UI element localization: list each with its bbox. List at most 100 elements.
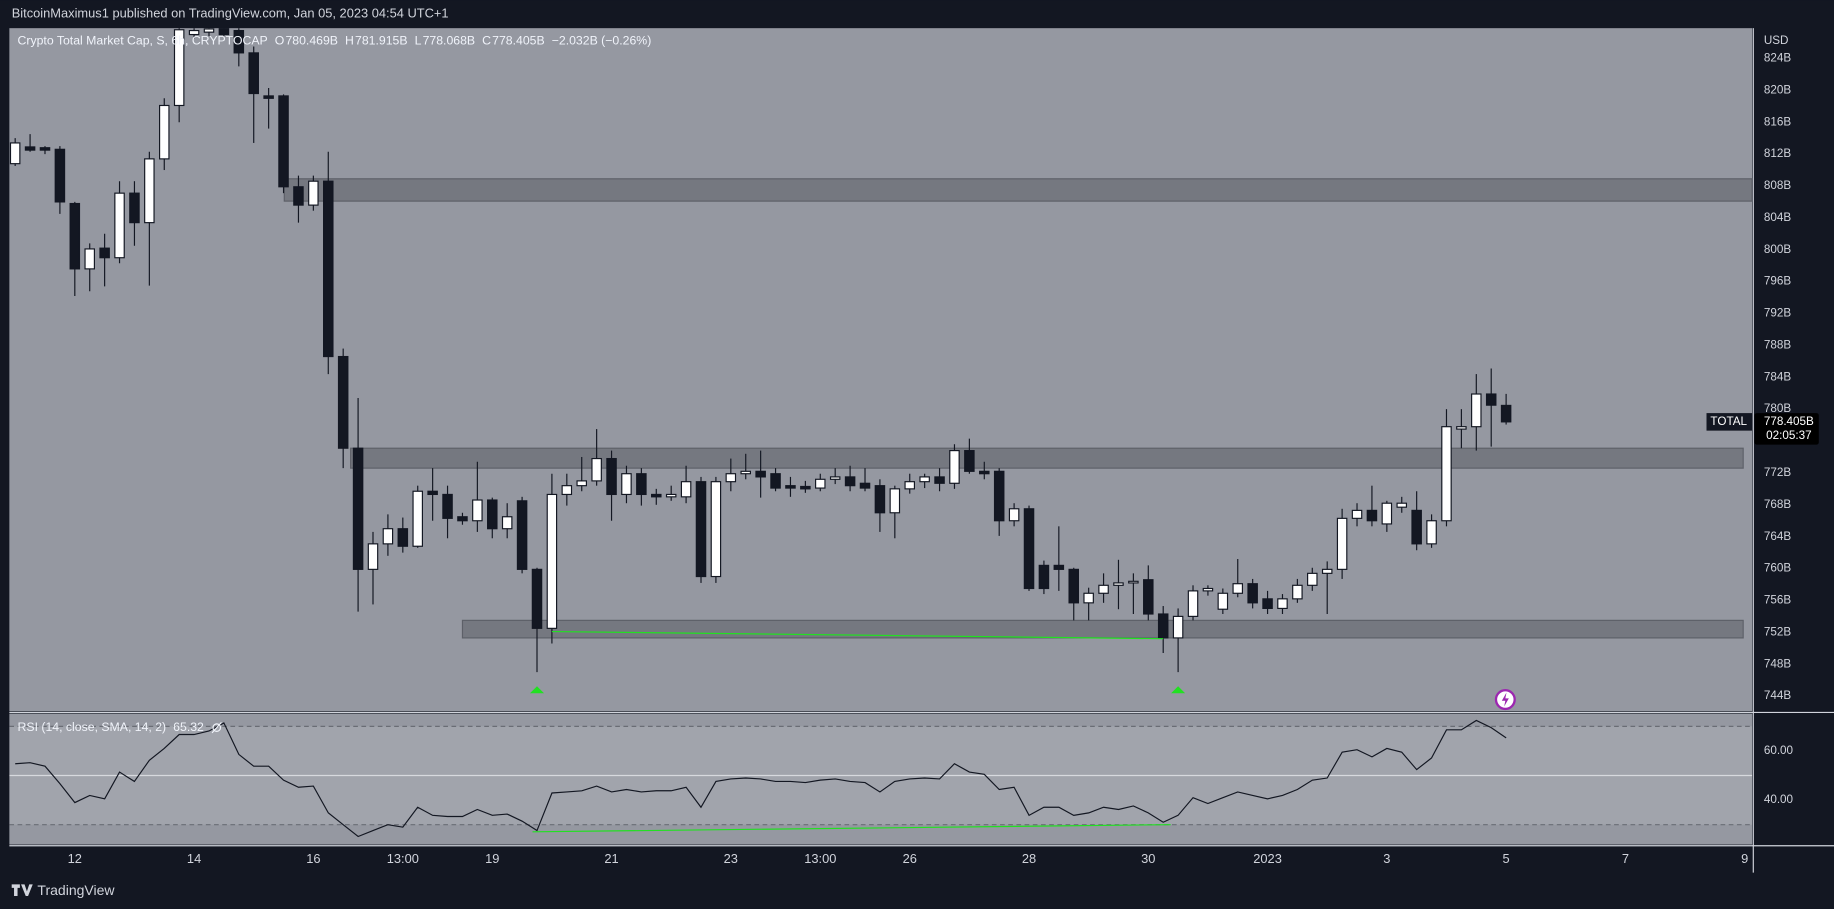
y-tick-label: 780B — [1764, 402, 1792, 415]
price-tag-bg — [1754, 413, 1819, 445]
y-tick-label: 760B — [1764, 562, 1792, 575]
candle-body — [1381, 502, 1393, 525]
y-tick-label: 796B — [1764, 275, 1792, 288]
icon-slash — [211, 721, 222, 734]
y-tick-label: 768B — [1764, 498, 1792, 511]
candle-body — [1456, 426, 1467, 430]
candle-body — [114, 192, 125, 259]
candle-body — [665, 493, 677, 498]
candle-body — [1307, 572, 1318, 586]
y-tick-label: 816B — [1764, 115, 1792, 128]
x-tick-label: 16 — [306, 851, 320, 866]
candle-body — [621, 473, 632, 496]
legend-field-value: 781.915B — [355, 33, 408, 47]
candle-body — [218, 28, 230, 36]
x-tick-label: 26 — [903, 851, 917, 866]
currency: USD — [1764, 34, 1789, 47]
x-tick-label: 28 — [1022, 851, 1036, 866]
symbol-tag: TOTAL — [1710, 415, 1747, 428]
price-tag: 778.405B — [1764, 415, 1814, 428]
candle-body — [367, 543, 379, 570]
candle-body — [651, 493, 662, 498]
candle-body — [1187, 590, 1199, 617]
candle-body — [352, 447, 364, 570]
candle-body — [1068, 568, 1080, 604]
rsi-plot — [9, 719, 1753, 838]
candle-body — [710, 481, 722, 578]
candle-body — [1336, 517, 1348, 570]
overlay: 744B748B752B756B760B764B768B772B776B780B… — [18, 33, 1819, 866]
candle-body — [1262, 598, 1273, 610]
candle-body — [323, 180, 334, 358]
x-tick-label: 13:00 — [387, 851, 419, 866]
candle-body — [382, 528, 394, 545]
candle-body — [993, 470, 1005, 522]
symbol-legend: Crypto Total Market Cap, S, 6h, CRYPTOCA… — [18, 33, 268, 47]
candle-body — [949, 450, 960, 484]
legend-field-label: H — [345, 33, 354, 47]
x-tick-label: 3 — [1383, 851, 1390, 866]
candle-body — [442, 493, 453, 519]
y-tick-label: 808B — [1764, 179, 1792, 192]
rsi-tick-label: 40.00 — [1764, 793, 1794, 806]
signal-marker — [1171, 686, 1186, 694]
candle-body — [531, 568, 543, 629]
candle-body — [636, 473, 647, 496]
y-tick-label: 824B — [1764, 52, 1792, 65]
candle-body — [1351, 509, 1363, 519]
symbol-tag-bg — [1706, 413, 1753, 431]
x-tick-label: 14 — [187, 851, 201, 866]
rsi-pane — [9, 713, 1753, 845]
candle-body — [397, 528, 409, 547]
y-tick-label: 800B — [1764, 243, 1792, 256]
candle-body — [1217, 592, 1229, 610]
legend-field-label: C — [482, 33, 491, 47]
y-tick-label: 804B — [1764, 211, 1792, 224]
candle-body — [695, 481, 707, 578]
candle-body — [785, 485, 796, 489]
candle-body — [1038, 564, 1050, 590]
y-tick-label: 792B — [1764, 307, 1792, 320]
candle-body — [680, 481, 692, 498]
candle-body — [979, 470, 990, 475]
candle-body — [337, 355, 349, 449]
y-tick-label: 752B — [1764, 625, 1792, 638]
legend-field-value: 778.068B — [423, 33, 476, 47]
candle-body — [844, 476, 856, 487]
candle-body — [516, 500, 528, 570]
candle-body — [457, 516, 468, 522]
y-tick-label: 764B — [1764, 530, 1792, 543]
footer-logo — [11, 884, 33, 897]
candle-body — [144, 158, 155, 224]
candle-body — [904, 481, 916, 490]
y-tick-label: 744B — [1764, 689, 1792, 702]
candle-body — [1008, 508, 1020, 522]
candle-body — [248, 52, 259, 95]
y-tick-label: 788B — [1764, 338, 1792, 351]
candle-body — [770, 473, 781, 489]
candle-body — [1396, 502, 1408, 508]
legend-change: −2.032B (−0.26%) — [552, 33, 652, 47]
candle-body — [546, 493, 558, 629]
candle-body — [159, 104, 170, 160]
candle-body — [263, 95, 274, 99]
candle-body — [84, 248, 95, 270]
x-tick-label: 2023 — [1253, 851, 1282, 866]
candle-body — [740, 470, 751, 475]
candle-body — [576, 480, 587, 487]
x-tick-label: 19 — [485, 851, 499, 866]
zone — [461, 619, 1744, 639]
legend-field-value: 778.405B — [492, 33, 545, 47]
candle-body — [829, 476, 841, 480]
price-plot — [9, 28, 1753, 694]
icon-ring — [212, 723, 222, 732]
candle-body — [129, 192, 140, 224]
x-tick-label: 30 — [1141, 851, 1155, 866]
candle-body — [99, 247, 110, 259]
candle-body — [173, 29, 185, 107]
candle-body — [725, 473, 737, 483]
candle-body — [1053, 564, 1065, 570]
candle-body — [606, 457, 617, 496]
candle-body — [1023, 508, 1035, 590]
